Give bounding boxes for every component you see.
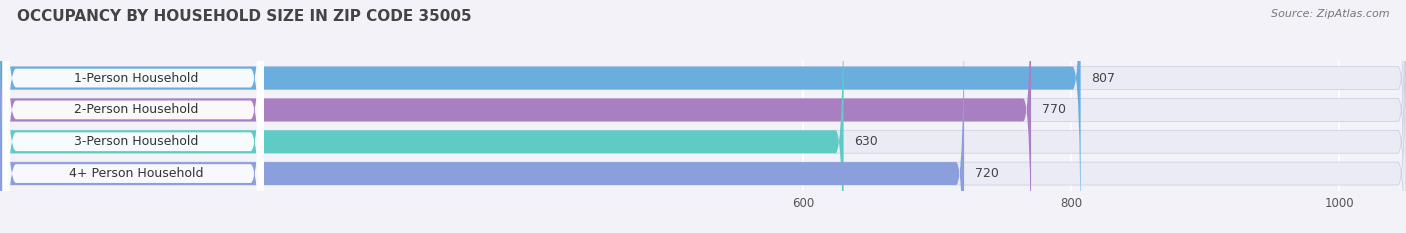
Text: 720: 720 — [974, 167, 998, 180]
FancyBboxPatch shape — [0, 0, 1031, 233]
FancyBboxPatch shape — [0, 0, 1081, 233]
Text: 1-Person Household: 1-Person Household — [73, 72, 198, 85]
Text: 2-Person Household: 2-Person Household — [73, 103, 198, 116]
FancyBboxPatch shape — [0, 0, 965, 233]
Text: OCCUPANCY BY HOUSEHOLD SIZE IN ZIP CODE 35005: OCCUPANCY BY HOUSEHOLD SIZE IN ZIP CODE … — [17, 9, 471, 24]
Text: 770: 770 — [1042, 103, 1066, 116]
Text: 4+ Person Household: 4+ Person Household — [69, 167, 202, 180]
Text: 3-Person Household: 3-Person Household — [73, 135, 198, 148]
FancyBboxPatch shape — [3, 0, 264, 233]
FancyBboxPatch shape — [0, 0, 844, 233]
Text: 807: 807 — [1091, 72, 1115, 85]
Text: Source: ZipAtlas.com: Source: ZipAtlas.com — [1271, 9, 1389, 19]
FancyBboxPatch shape — [3, 0, 264, 233]
Text: 630: 630 — [855, 135, 879, 148]
FancyBboxPatch shape — [3, 0, 264, 233]
FancyBboxPatch shape — [3, 0, 264, 233]
